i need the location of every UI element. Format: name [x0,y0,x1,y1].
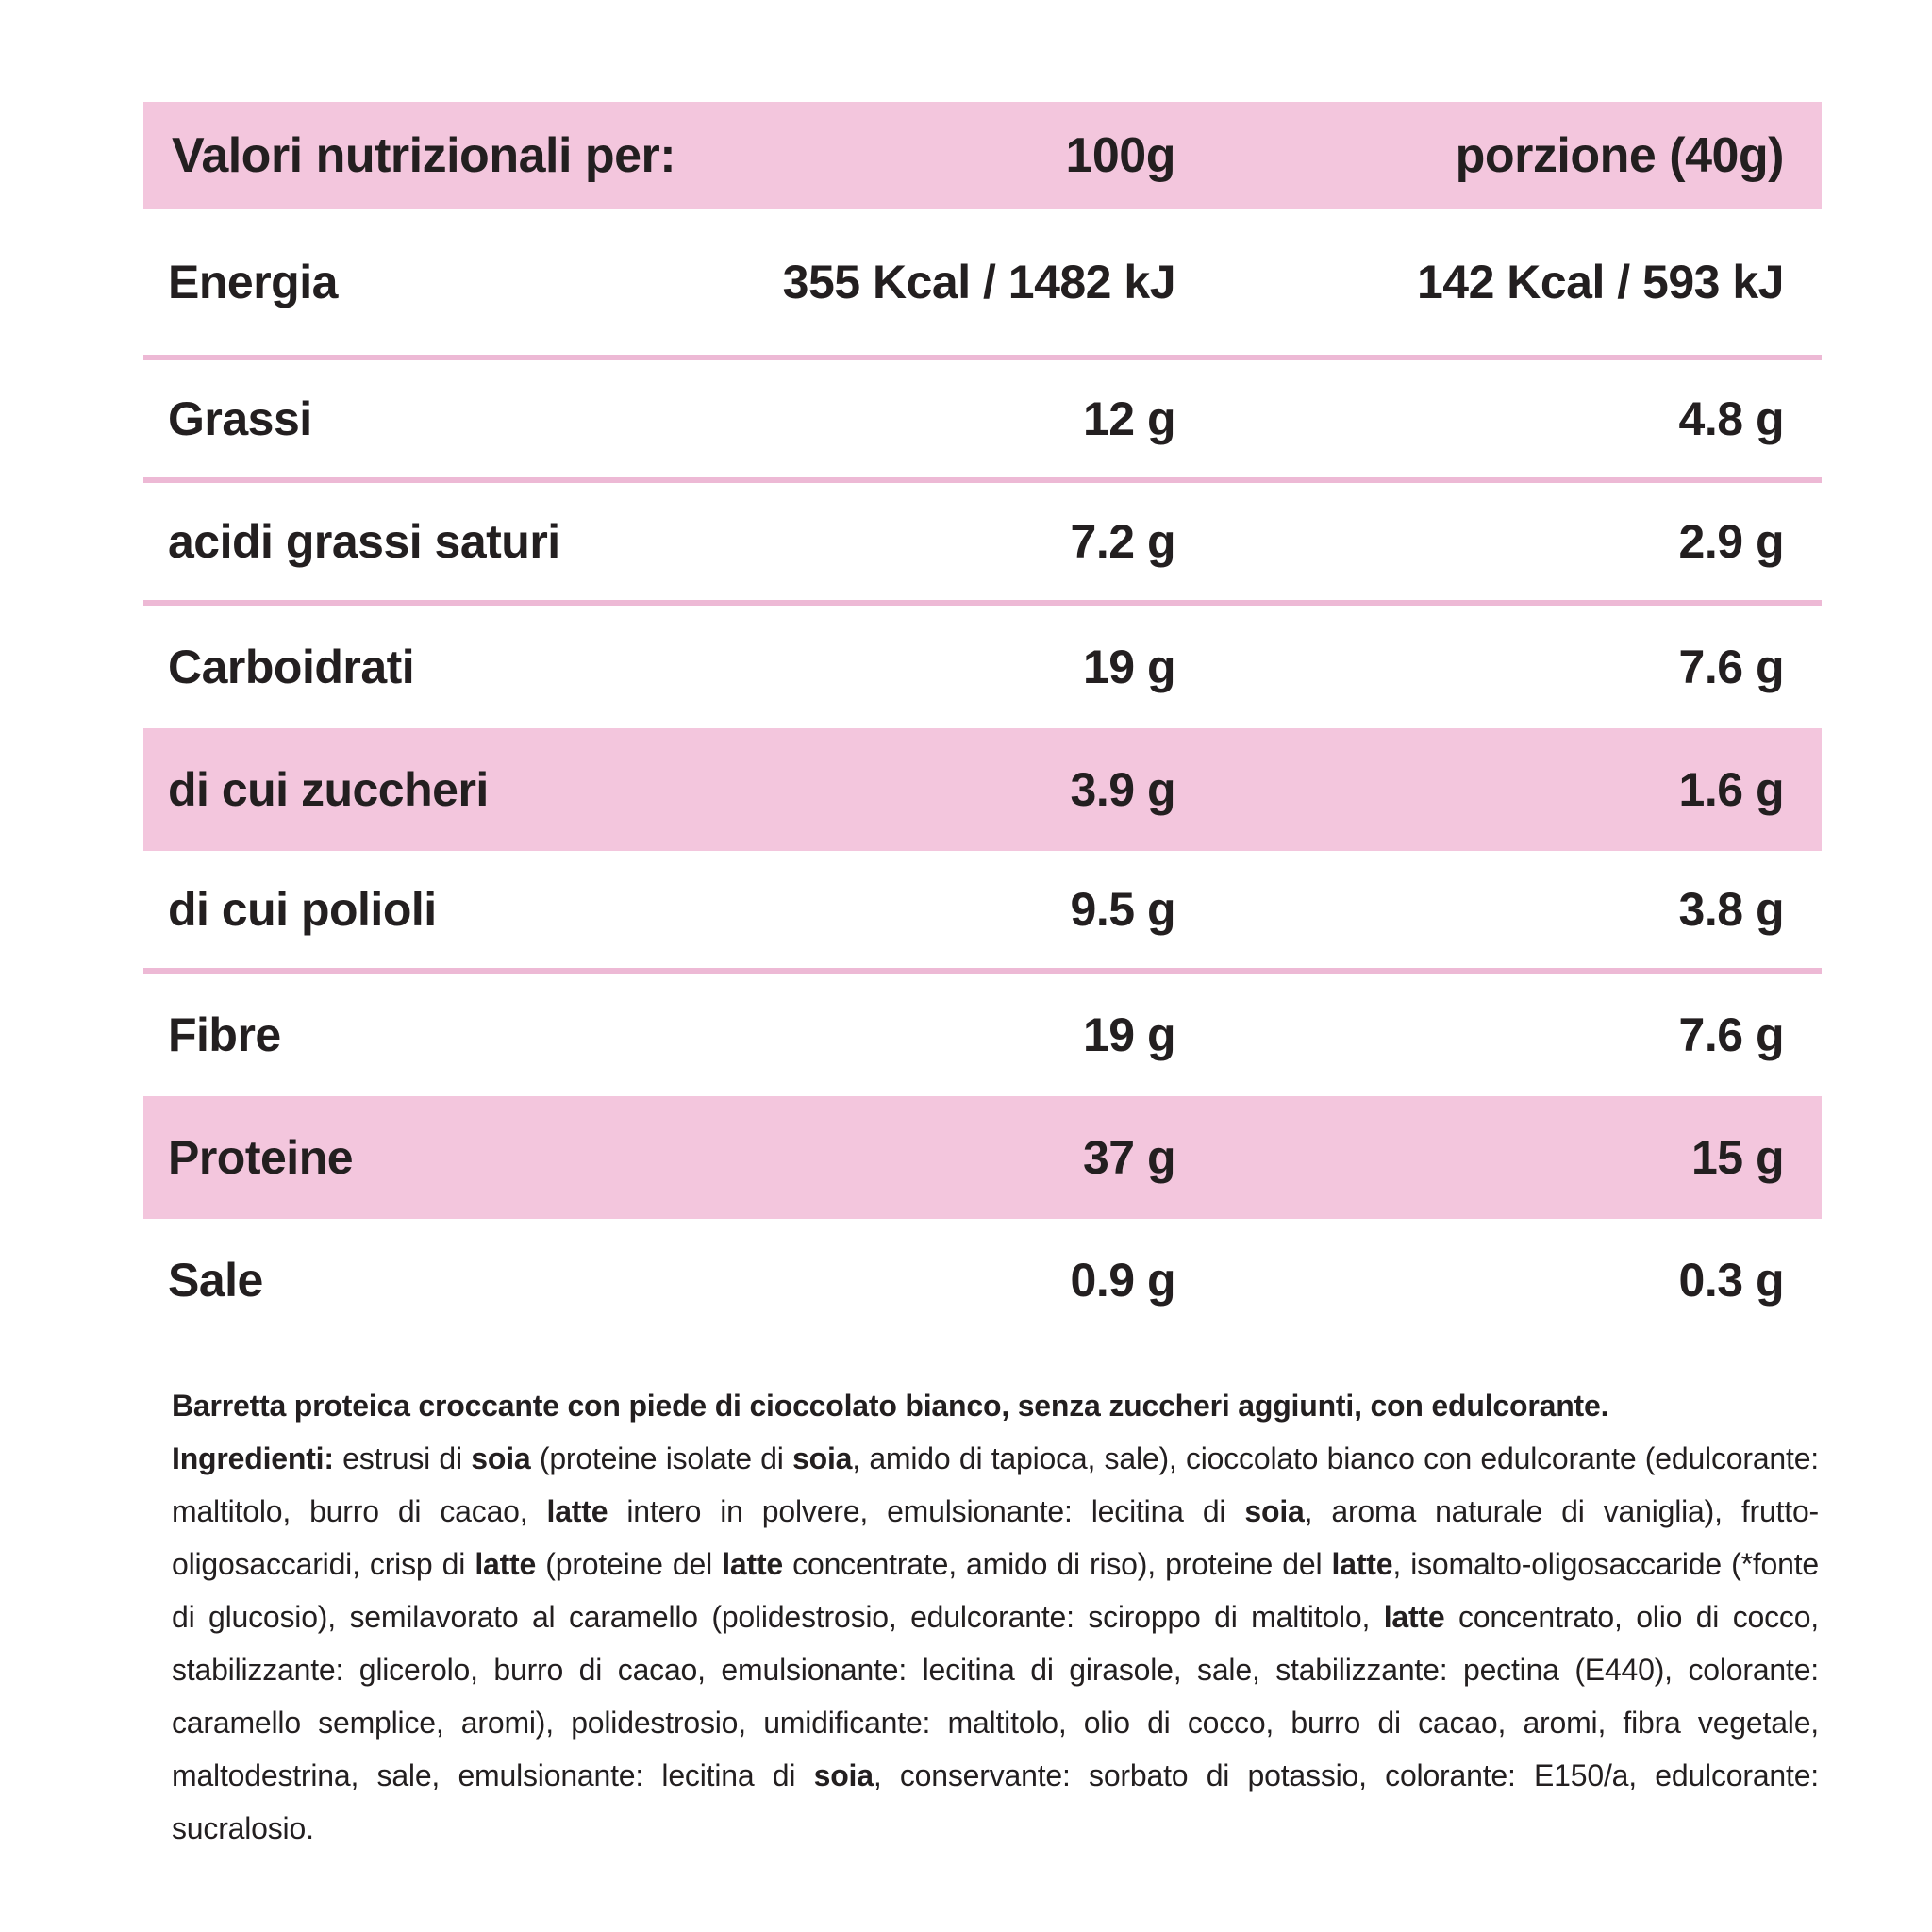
ingredient-text: (proteine isolate di [530,1441,793,1475]
ingredient-text: concentrate, amido di riso), proteine de… [783,1547,1332,1581]
nutrition-row: Fibre 19 g 7.6 g [143,974,1822,1096]
ingredients-paragraph: Ingredienti: estrusi di soia (proteine i… [172,1432,1819,1855]
value-per-portion: 2.9 g [1678,515,1785,568]
header-title: Valori nutrizionali per: [172,128,676,183]
ingredient-allergen: soia [813,1758,874,1792]
label-text-block: Barretta proteica croccante con piede di… [172,1379,1819,1855]
ingredient-text: , aroma naturale di vaniglia), frutto-ol… [172,1494,1819,1581]
ingredient-allergen: soia [471,1441,531,1475]
product-description: Barretta proteica croccante con piede di… [172,1389,1609,1423]
nutrition-row: acidi grassi saturi 7.2 g 2.9 g [143,483,1822,606]
nutrition-table: Valori nutrizionali per: 100g porzione (… [143,102,1822,1341]
table-header: Valori nutrizionali per: 100g porzione (… [143,102,1822,209]
ingredient-allergen: latte [475,1547,537,1581]
nutrient-name: Fibre [168,1008,281,1061]
nutrition-row: Energia 355 Kcal / 1482 kJ 142 Kcal / 59… [143,209,1822,360]
nutrition-row: Sale 0.9 g 0.3 g [143,1219,1822,1341]
nutrition-row: Grassi 12 g 4.8 g [143,360,1822,483]
value-per-100g: 3.9 g [1070,763,1176,816]
value-per-100g: 12 g [1082,392,1176,445]
nutrient-name: di cui zuccheri [168,763,489,816]
value-per-100g: 19 g [1082,641,1176,693]
value-per-portion: 7.6 g [1678,641,1785,693]
value-per-portion: 4.8 g [1678,392,1785,445]
value-per-100g: 0.9 g [1070,1254,1176,1307]
value-per-100g: 9.5 g [1070,883,1176,936]
value-per-100g: 19 g [1082,1008,1176,1061]
nutrient-name: Grassi [168,392,312,445]
value-per-portion: 15 g [1690,1131,1785,1184]
value-per-portion: 1.6 g [1678,763,1785,816]
value-per-portion: 142 Kcal / 593 kJ [1416,256,1785,308]
ingredient-allergen: latte [546,1494,608,1528]
ingredient-allergen: soia [1244,1494,1305,1528]
ingredient-text: concentrato, olio di cocco, stabilizzant… [172,1600,1819,1792]
ingredient-text: estrusi di [333,1441,472,1475]
nutrient-name: Energia [168,256,338,308]
value-per-portion: 7.6 g [1678,1008,1785,1061]
ingredient-allergen: latte [1331,1547,1393,1581]
value-per-portion: 0.3 g [1678,1254,1785,1307]
ingredient-text: , isomalto-oligosaccaride (*fonte di glu… [172,1547,1819,1634]
ingredient-text: (proteine del [536,1547,723,1581]
value-per-100g: 37 g [1082,1131,1176,1184]
ingredient-text: , conservante: sorbato di potassio, colo… [172,1758,1819,1845]
header-col-100g: 100g [1065,128,1175,183]
ingredient-text: intero in polvere, emulsionante: lecitin… [608,1494,1245,1528]
nutrient-name: Sale [168,1254,263,1307]
ingredient-allergen: latte [722,1547,784,1581]
nutrient-name: di cui polioli [168,883,437,936]
ingredient-allergen: soia [792,1441,853,1475]
value-per-100g: 355 Kcal / 1482 kJ [782,256,1176,308]
table-body: Energia 355 Kcal / 1482 kJ 142 Kcal / 59… [143,209,1822,1341]
nutrition-row: Proteine 37 g 15 g [143,1096,1822,1219]
ingredient-text: , amido di tapioca, sale), cioccolato bi… [172,1441,1819,1528]
nutrient-name: Proteine [168,1131,354,1184]
header-col-portion: porzione (40g) [1455,128,1785,183]
nutrition-row: di cui polioli 9.5 g 3.8 g [143,851,1822,974]
nutrient-name: Carboidrati [168,641,415,693]
ingredient-allergen: Ingredienti: [172,1441,334,1475]
nutrition-row: di cui zuccheri 3.9 g 1.6 g [143,728,1822,851]
value-per-100g: 7.2 g [1070,515,1176,568]
value-per-portion: 3.8 g [1678,883,1785,936]
nutrition-row: Carboidrati 19 g 7.6 g [143,606,1822,728]
ingredient-allergen: latte [1383,1600,1445,1634]
nutrient-name: acidi grassi saturi [168,515,560,568]
